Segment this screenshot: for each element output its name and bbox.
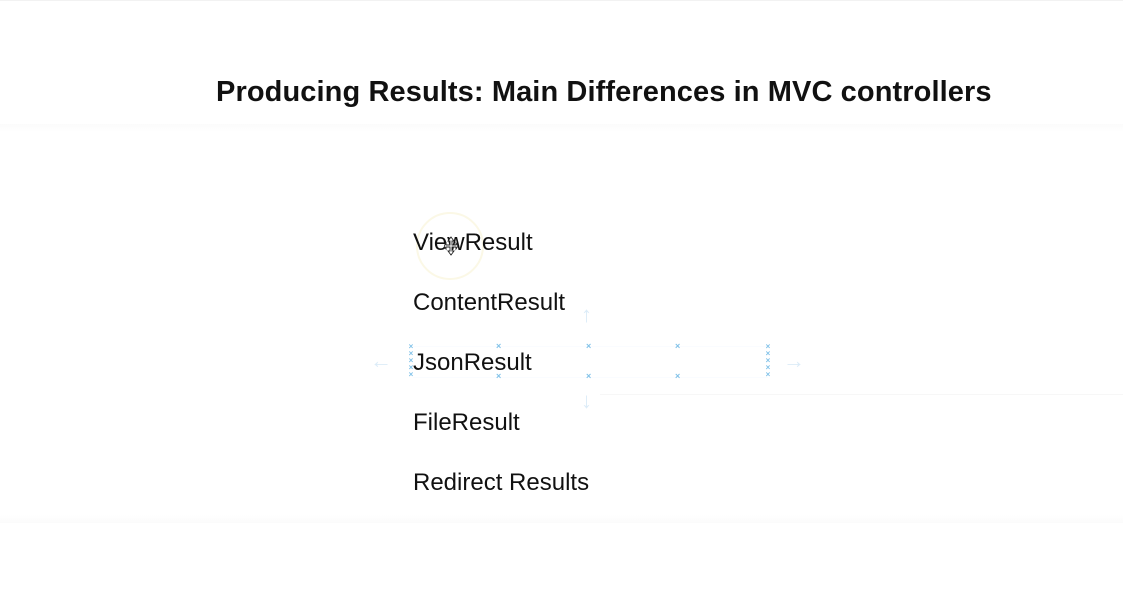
list-item-file-result[interactable]: FileResult — [413, 409, 520, 436]
list-item-redirect-results[interactable]: Redirect Results — [413, 469, 590, 496]
top-divider — [0, 0, 1123, 1]
title-divider — [0, 124, 1123, 132]
bullet-list[interactable]: ViewResult ContentResult JsonResult File… — [413, 228, 589, 528]
resize-handle-top-icon[interactable]: × — [586, 341, 592, 351]
slide-title: Producing Results: Main Differences in M… — [216, 76, 992, 108]
resize-handle-icon[interactable]: × — [496, 341, 502, 351]
move-down-arrow-icon[interactable]: ↓ — [581, 388, 592, 413]
resize-handle-right-icon[interactable]: × × × × × — [765, 342, 771, 379]
move-left-arrow-icon[interactable]: ← — [370, 348, 392, 373]
list-item-content-result[interactable]: ContentResult — [413, 289, 566, 316]
move-right-arrow-icon[interactable]: → — [783, 348, 805, 373]
move-cursor-icon — [444, 236, 458, 256]
resize-handle-bottom-icon[interactable]: × — [586, 371, 592, 381]
list-item-view-result[interactable]: ViewResult — [413, 229, 533, 256]
rotation-indicator-icon — [416, 212, 484, 280]
guide-line — [600, 394, 1123, 395]
resize-handle-left-icon[interactable]: × × × × × — [408, 342, 414, 379]
selection-frame[interactable] — [413, 346, 768, 378]
list-item-json-result[interactable]: JsonResult — [413, 349, 532, 376]
resize-handle-icon[interactable]: × — [675, 341, 681, 351]
resize-handle-icon[interactable]: × — [675, 371, 681, 381]
bottom-divider — [0, 515, 1123, 523]
move-up-arrow-icon[interactable]: ↑ — [581, 302, 592, 327]
resize-handle-icon[interactable]: × — [496, 371, 502, 381]
